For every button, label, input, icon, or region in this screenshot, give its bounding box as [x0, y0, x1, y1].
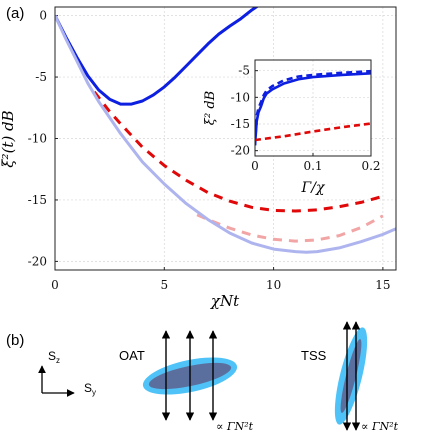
x-tick-label: 0.2 [361, 159, 380, 173]
y-tick-label: 0 [39, 9, 47, 23]
main-x-axis-label: χNt [210, 292, 240, 310]
main-y-axis-label: ξ²(t) dB [0, 110, 17, 167]
tss-label: TSS [301, 348, 327, 363]
series-line-1 [93, 90, 384, 213]
y-tick-label: -20 [231, 144, 250, 158]
y-tick-label: -5 [238, 64, 250, 78]
inset-x-axis-label: Γ/χ [301, 180, 326, 196]
x-tick-label: 0.1 [303, 159, 322, 173]
y-tick-label: -15 [231, 117, 250, 131]
inset-plot-frame [254, 59, 372, 157]
inset-chart: 0 0.1 0.2 -5 -10 -15 -20 Γ/χ ξ² dB [203, 59, 381, 196]
panel-a-label: (a) [6, 5, 24, 22]
y-tick-label: -20 [28, 254, 47, 268]
main-chart: 0 5 10 15 0 -5 -10 -15 -20 χNt ξ²(t) dB [0, 6, 397, 310]
y-tick-label: -10 [231, 90, 250, 104]
y-tick-label: -15 [28, 193, 47, 207]
panel-b-label: (b) [6, 332, 24, 349]
series-line-1 [255, 69, 371, 146]
y-tick-label: -10 [28, 132, 47, 146]
series-line-0 [55, 7, 259, 106]
inset-y-axis-label: ξ² dB [203, 91, 218, 125]
oat-proportional-label: ∝ ΓN²t [216, 420, 254, 433]
y-tick-label: -5 [35, 70, 47, 84]
schematic-panel: Sz Sy OAT ∝ ΓN²t TSS ∝ ΓN²t [38, 321, 399, 433]
x-tick-label: 0 [51, 278, 59, 292]
sz-axis-label: Sz [48, 349, 60, 365]
main-plot-frame [54, 6, 397, 271]
inset-series-group [255, 69, 371, 146]
main-tick-labels: 0 5 10 15 0 -5 -10 -15 -20 [28, 9, 391, 292]
main-series-group [55, 7, 396, 254]
x-tick-label: 5 [160, 278, 168, 292]
tss-proportional-label: ∝ ΓN²t [361, 420, 399, 433]
sy-axis-label: Sy [84, 381, 96, 397]
inset-tick-labels: 0 0.1 0.2 -5 -10 -15 -20 [231, 64, 381, 173]
series-line-2 [196, 213, 384, 243]
x-tick-label: 0 [251, 159, 259, 173]
x-tick-label: 10 [266, 278, 281, 292]
series-line-3 [55, 14, 396, 254]
x-tick-label: 15 [375, 278, 390, 292]
oat-label: OAT [119, 348, 145, 363]
tss-ellipse [334, 327, 368, 425]
